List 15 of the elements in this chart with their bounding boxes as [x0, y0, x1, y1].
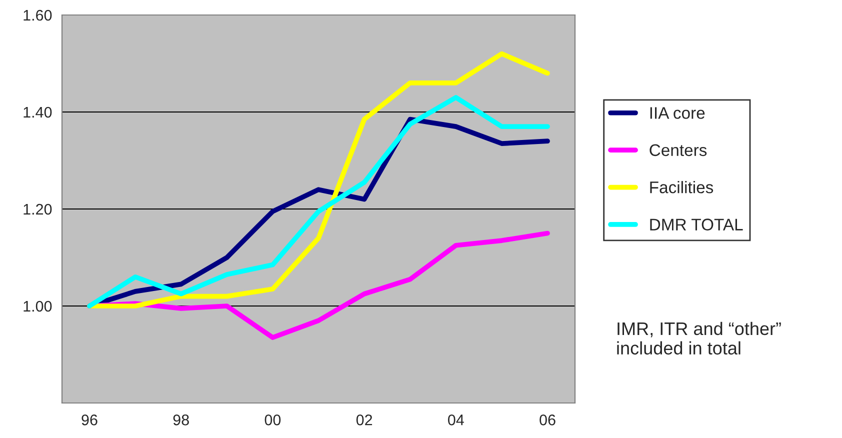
- y-tick-label: 1.60: [24, 10, 52, 21]
- x-tick-label: 98: [173, 414, 189, 426]
- legend-label: IIA core: [650, 107, 705, 119]
- y-tick-label: 1.40: [24, 106, 52, 118]
- y-tick-label: 1.00: [24, 300, 52, 312]
- x-tick-label: 04: [448, 414, 464, 426]
- y-tick-label: 1.20: [24, 204, 52, 215]
- x-tick-label: 96: [82, 414, 98, 426]
- x-tick-label: 06: [540, 414, 556, 426]
- x-tick-label: 00: [264, 414, 281, 426]
- legend-label: DMR TOTAL: [650, 218, 743, 230]
- x-tick-label: 02: [356, 414, 372, 426]
- legend-label: Facilities: [650, 181, 714, 194]
- text: IMR, ITR and “other” included in total: [617, 322, 781, 355]
- legend-label: Centers: [650, 144, 707, 156]
